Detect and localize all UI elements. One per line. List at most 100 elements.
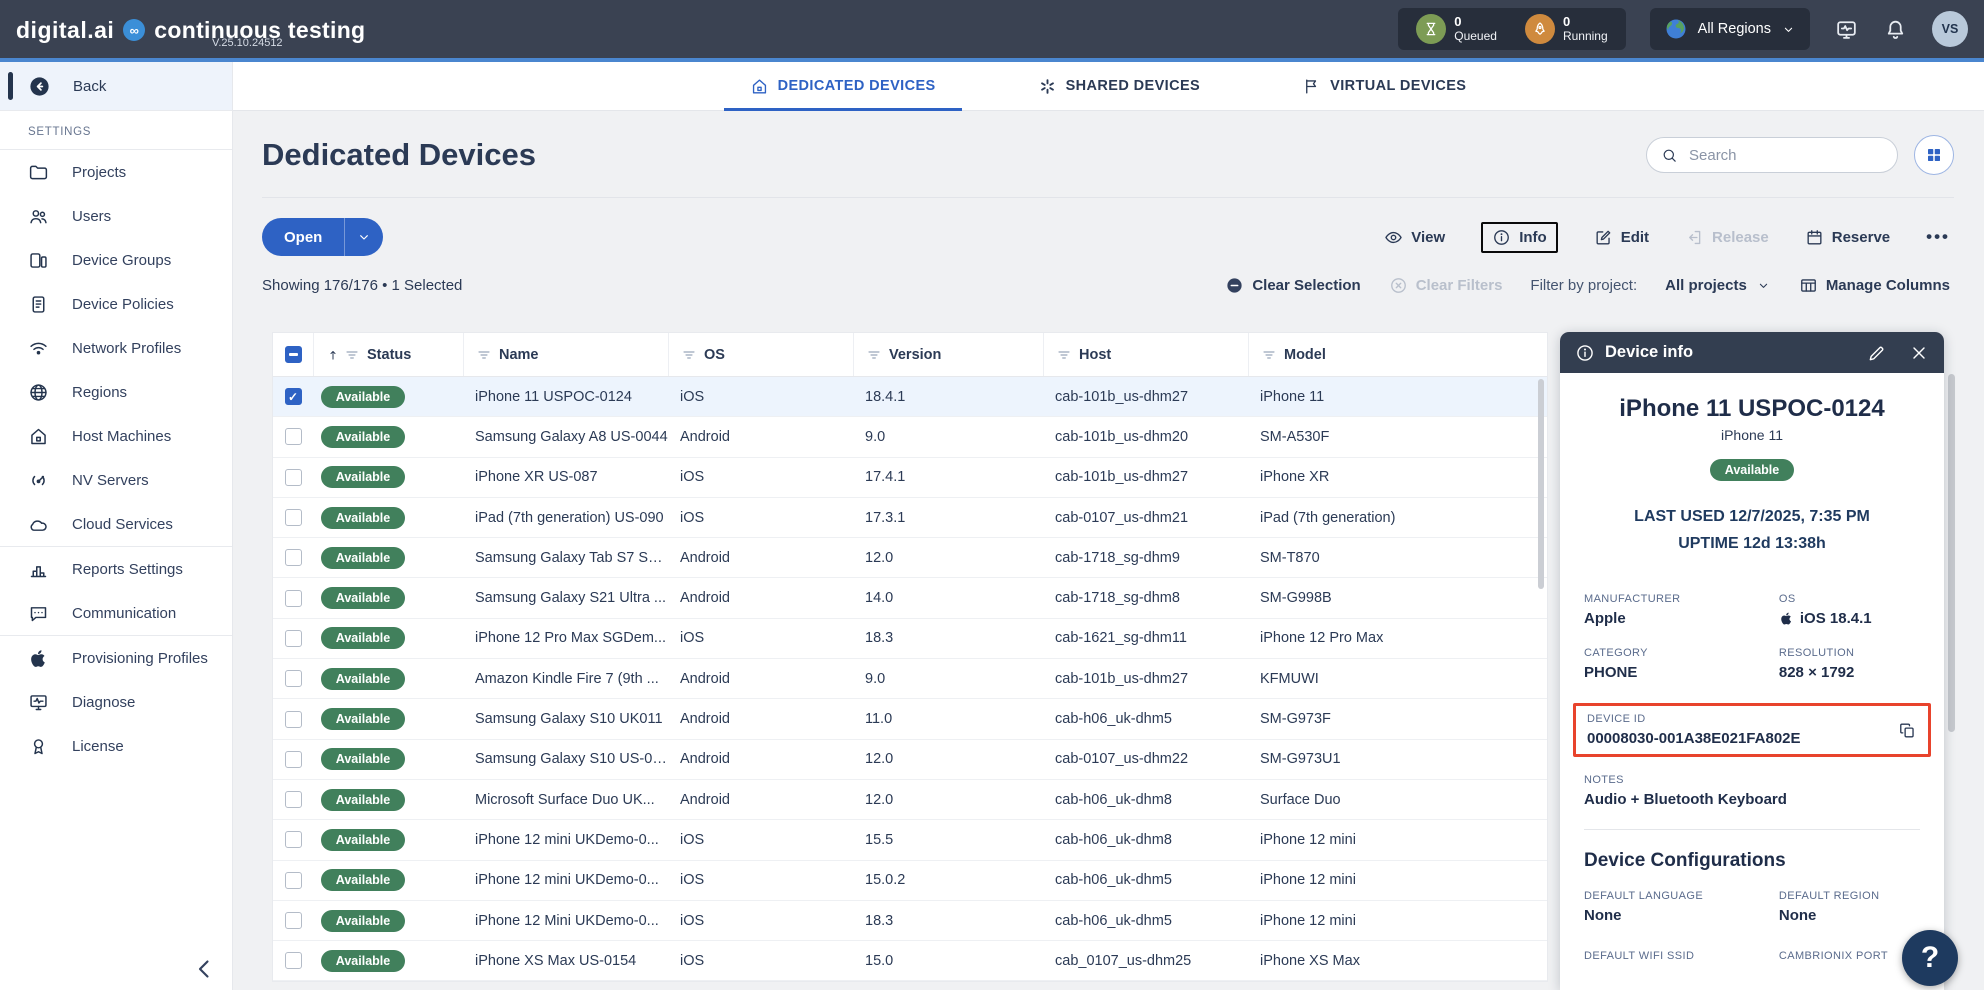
info-field-value: Apple xyxy=(1584,610,1626,628)
device-info-panel: Device info iPhone 11 USPOC-0124 iPhone … xyxy=(1560,332,1944,990)
sidebar-item-projects[interactable]: Projects xyxy=(0,150,232,194)
search-input[interactable] xyxy=(1687,145,1883,165)
tab-dedicated-devices[interactable]: DEDICATED DEVICES xyxy=(723,62,962,111)
row-checkbox[interactable] xyxy=(284,912,302,929)
edit-button[interactable]: Edit xyxy=(1594,228,1649,247)
row-checkbox[interactable] xyxy=(284,468,302,486)
row-checkbox[interactable] xyxy=(284,831,302,849)
tab-virtual-devices[interactable]: VIRTUAL DEVICES xyxy=(1276,62,1492,110)
table-row[interactable]: Available iPhone 12 mini UKDemo-0... iOS… xyxy=(273,820,1547,861)
table-row[interactable]: Available iPhone XS Max US-0154 iOS 15.0… xyxy=(273,941,1547,982)
edit-pencil-icon[interactable] xyxy=(1867,343,1887,363)
model-cell: iPhone 12 mini xyxy=(1260,912,1356,929)
sidebar-item-device-policies[interactable]: Device Policies xyxy=(0,282,232,326)
table-row[interactable]: Available iPhone 12 mini UKDemo-0... iOS… xyxy=(273,860,1547,901)
queued-label: Queued xyxy=(1454,28,1497,43)
status-badge: Available xyxy=(321,546,405,569)
sidebar-item-users[interactable]: Users xyxy=(0,194,232,238)
column-header[interactable]: Status xyxy=(313,333,463,376)
table-row[interactable]: Available Samsung Galaxy Tab S7 SG... An… xyxy=(273,538,1547,579)
sidebar-item-device-groups[interactable]: Device Groups xyxy=(0,238,232,282)
back-button[interactable]: Back xyxy=(0,62,232,111)
column-header[interactable]: Name xyxy=(463,333,668,376)
queued-counter[interactable]: 0 Queued xyxy=(1416,14,1497,44)
notes-label: NOTES xyxy=(1584,774,1624,787)
copy-icon[interactable] xyxy=(1898,721,1917,740)
row-checkbox[interactable] xyxy=(284,549,302,567)
tab-shared-devices[interactable]: SHARED DEVICES xyxy=(1012,62,1227,110)
manage-columns-button[interactable]: Manage Columns xyxy=(1799,276,1950,295)
grid-view-toggle[interactable] xyxy=(1914,135,1954,175)
status-badge: Available xyxy=(321,466,405,489)
sidebar-item-communication[interactable]: Communication xyxy=(0,591,232,636)
column-header[interactable]: OS xyxy=(668,333,853,376)
table-row[interactable]: Available Samsung Galaxy S10 US-01... An… xyxy=(273,739,1547,780)
reserve-button[interactable]: Reserve xyxy=(1805,228,1890,247)
column-header[interactable]: Version xyxy=(853,333,1043,376)
clear-filters-button[interactable]: Clear Filters xyxy=(1389,276,1502,295)
row-checkbox[interactable] xyxy=(284,388,302,406)
sidebar-item-license[interactable]: License xyxy=(0,724,232,768)
help-button[interactable]: ? xyxy=(1902,930,1958,986)
row-checkbox[interactable] xyxy=(284,509,302,527)
row-checkbox[interactable] xyxy=(284,791,302,809)
sidebar-item-cloud-services[interactable]: Cloud Services xyxy=(0,502,232,547)
open-button-label[interactable]: Open xyxy=(262,218,346,256)
sidebar-item-diagnose[interactable]: Diagnose xyxy=(0,680,232,724)
more-actions-button[interactable]: ••• xyxy=(1926,227,1950,246)
host-cell: cab-1718_sg-dhm8 xyxy=(1055,590,1180,607)
table-row[interactable]: Available Samsung Galaxy S10 UK011 Andro… xyxy=(273,699,1547,740)
row-checkbox[interactable] xyxy=(284,670,302,688)
table-row[interactable]: Available Amazon Kindle Fire 7 (9th ... … xyxy=(273,659,1547,700)
search-box[interactable] xyxy=(1646,137,1898,173)
running-counter[interactable]: 0 Running xyxy=(1524,14,1608,44)
release-button[interactable]: Release xyxy=(1685,228,1769,247)
sidebar-item-network-profiles[interactable]: Network Profiles xyxy=(0,326,232,370)
row-checkbox[interactable] xyxy=(284,871,302,889)
info-field-label: RESOLUTION xyxy=(1778,647,1855,660)
column-header[interactable]: Host xyxy=(1043,333,1248,376)
table-row[interactable]: Available Samsung Galaxy A8 US-0044 Andr… xyxy=(273,417,1547,458)
open-dropdown-caret[interactable] xyxy=(345,218,383,256)
view-button[interactable]: View xyxy=(1384,228,1445,247)
open-button[interactable]: Open xyxy=(262,218,384,256)
row-checkbox[interactable] xyxy=(284,952,302,970)
panel-scrollbar[interactable] xyxy=(1948,332,1956,990)
grid-icon xyxy=(1925,146,1943,164)
table-scrollbar[interactable] xyxy=(1538,379,1544,589)
sidebar-item-reports-settings[interactable]: Reports Settings xyxy=(0,547,232,591)
region-selector[interactable]: All Regions xyxy=(1649,8,1810,50)
row-checkbox[interactable] xyxy=(284,428,302,446)
os-cell: iOS xyxy=(680,388,705,405)
row-checkbox[interactable] xyxy=(284,750,302,768)
table-row[interactable]: Available iPhone 12 Mini UKDemo-0... iOS… xyxy=(273,900,1547,942)
settings-section-label: SETTINGS xyxy=(0,111,232,150)
select-all-checkbox[interactable] xyxy=(284,346,302,363)
system-status-icon[interactable] xyxy=(1834,17,1859,42)
table-row[interactable]: Available Microsoft Surface Duo UK... An… xyxy=(273,779,1547,821)
back-arrow-icon xyxy=(28,75,51,98)
project-filter-select[interactable]: All projects xyxy=(1665,277,1771,294)
collapse-sidebar-icon[interactable] xyxy=(190,954,220,984)
table-row[interactable]: Available iPhone XR US-087 iOS 17.4.1 ca… xyxy=(273,457,1547,498)
sidebar-item-provisioning-profiles[interactable]: Provisioning Profiles xyxy=(0,636,232,680)
column-header[interactable]: Model xyxy=(1248,333,1547,376)
user-avatar[interactable]: VS xyxy=(1932,11,1968,47)
row-checkbox[interactable] xyxy=(284,629,302,647)
table-row[interactable]: Available iPad (7th generation) US-090 i… xyxy=(273,497,1547,539)
sidebar-item-host-machines[interactable]: Host Machines xyxy=(0,414,232,458)
notifications-bell-icon[interactable] xyxy=(1883,17,1908,42)
sidebar-item-nv-servers[interactable]: NV Servers xyxy=(0,458,232,502)
queued-count: 0 xyxy=(1454,13,1462,29)
close-icon[interactable] xyxy=(1909,343,1929,363)
os-cell: iOS xyxy=(680,912,705,929)
clear-selection-button[interactable]: Clear Selection xyxy=(1225,276,1361,295)
table-row[interactable]: Available iPhone 12 Pro Max SGDem... iOS… xyxy=(273,618,1547,660)
row-checkbox[interactable] xyxy=(284,710,302,728)
info-button[interactable]: Info xyxy=(1481,221,1558,253)
sidebar-item-regions[interactable]: Regions xyxy=(0,370,232,414)
table-row[interactable]: Available Samsung Galaxy S21 Ultra ... A… xyxy=(273,578,1547,619)
row-checkbox[interactable] xyxy=(284,589,302,607)
version-cell: 18.3 xyxy=(865,630,894,647)
table-row[interactable]: Available iPhone 11 USPOC-0124 iOS 18.4.… xyxy=(273,377,1547,418)
